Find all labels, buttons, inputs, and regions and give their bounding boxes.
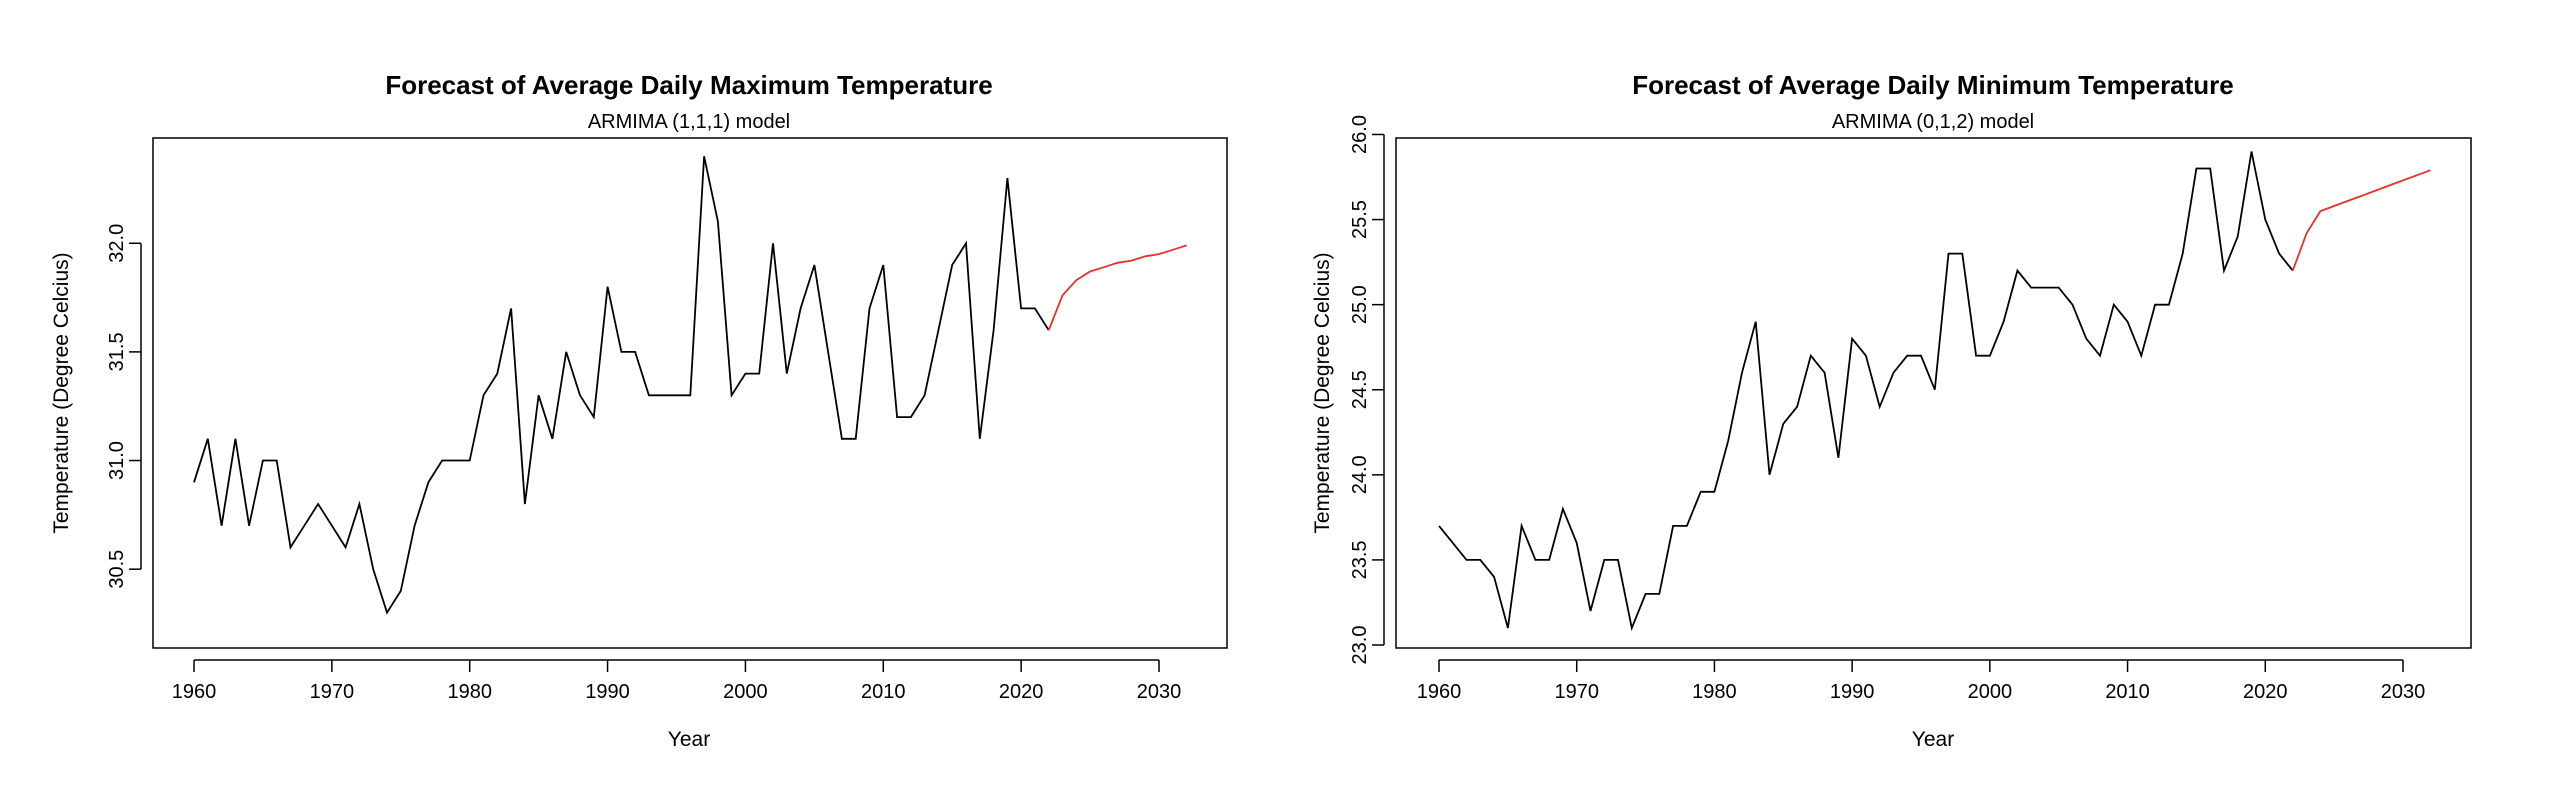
x-tick-label: 1960 [172, 681, 217, 703]
forecast-series-line [1047, 244, 1187, 331]
x-tick-label: 2010 [2105, 681, 2150, 703]
x-tick-label: 2030 [2381, 681, 2426, 703]
x-tick-label: 2020 [2243, 681, 2288, 703]
x-axis-label: Year [1912, 728, 1954, 751]
x-axis-label: Year [668, 728, 710, 751]
x-axis: 1960 1970 1980 1990 2000 2010 2020 2030 [1417, 659, 2426, 703]
observed-series-line [193, 156, 1050, 615]
x-tick-label: 2010 [861, 681, 906, 703]
chart-title: Forecast of Average Daily Minimum Temper… [1632, 70, 2234, 100]
plot-area-box [152, 137, 1228, 649]
y-axis: 30.5 31.0 31.5 32.0 [106, 224, 142, 589]
y-axis: 23.0 23.5 24.0 24.5 25.0 25.5 26.0 [1349, 115, 1385, 665]
x-tick-label: 1980 [1692, 681, 1737, 703]
x-axis: 1960 1970 1980 1990 2000 2010 2020 2030 [172, 659, 1182, 703]
x-tick-label: 2000 [1968, 681, 2013, 703]
y-tick-label: 31.5 [106, 332, 128, 371]
y-axis-label: Temperature (Degree Celcius) [1311, 252, 1334, 533]
x-tick-label: 2000 [723, 681, 768, 703]
chart-title: Forecast of Average Daily Maximum Temper… [385, 70, 992, 100]
x-tick-label: 2020 [999, 681, 1044, 703]
y-tick-label: 24.5 [1349, 370, 1371, 409]
forecast-series-line [2291, 169, 2431, 271]
min-temp-chart-panel: Forecast of Average Daily Minimum Temper… [1277, 0, 2554, 796]
x-tick-label: 1990 [1830, 681, 1875, 703]
y-tick-label: 31.0 [106, 441, 128, 480]
y-tick-label: 32.0 [106, 224, 128, 263]
x-tick-label: 1970 [1554, 681, 1599, 703]
x-tick-label: 1960 [1417, 681, 1462, 703]
observed-series-line [1438, 151, 2294, 632]
chart-subtitle: ARMIMA (0,1,2) model [1832, 111, 2034, 133]
x-tick-label: 2030 [1137, 681, 1182, 703]
y-tick-label: 30.5 [106, 550, 128, 589]
y-tick-label: 25.5 [1349, 200, 1371, 239]
x-tick-label: 1970 [310, 681, 355, 703]
chart-subtitle: ARMIMA (1,1,1) model [588, 111, 790, 133]
x-tick-label: 1990 [585, 681, 630, 703]
y-tick-label: 26.0 [1349, 115, 1371, 154]
y-tick-label: 23.0 [1349, 626, 1371, 665]
max-temp-forecast-chart: Forecast of Average Daily Maximum Temper… [50, 70, 1228, 751]
series-layer [193, 156, 1187, 615]
y-tick-label: 25.0 [1349, 285, 1371, 324]
max-temp-chart-panel: Forecast of Average Daily Maximum Temper… [0, 0, 1277, 796]
series-layer [1438, 151, 2431, 632]
min-temp-forecast-chart: Forecast of Average Daily Minimum Temper… [1311, 70, 2472, 751]
y-tick-label: 23.5 [1349, 540, 1371, 579]
plot-area-box [1395, 137, 2472, 649]
y-tick-label: 24.0 [1349, 455, 1371, 494]
y-axis-label: Temperature (Degree Celcius) [50, 252, 73, 533]
x-tick-label: 1980 [447, 681, 492, 703]
